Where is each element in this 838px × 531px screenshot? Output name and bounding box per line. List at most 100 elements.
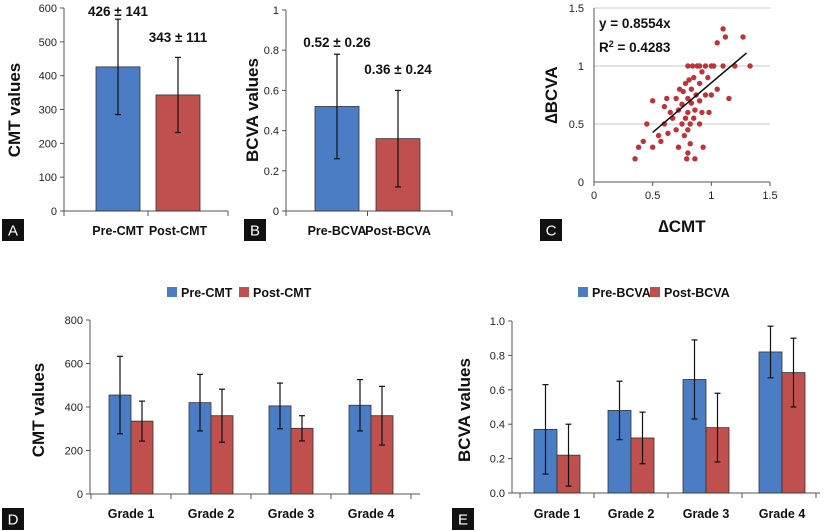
- panel-label-b: [244, 219, 266, 241]
- panel-c-scatter-point: [635, 144, 642, 150]
- panel-e-category-label: Grade 3: [683, 507, 730, 521]
- panel-c-scatter-point: [700, 144, 706, 150]
- panel-d-y-tick-label: 800: [65, 315, 83, 327]
- panel-c-scatter-point: [691, 115, 697, 121]
- panel-label-a-text: A: [8, 223, 18, 240]
- panel-label-c-text: C: [546, 223, 557, 240]
- panel-a-y-axis-title: CMT values: [5, 63, 24, 157]
- panel-c-scatter-point: [696, 63, 703, 69]
- panel-c-scatter-point: [681, 132, 688, 139]
- panel-label-c: [540, 219, 562, 241]
- panel-c-scatter-point: [673, 95, 679, 102]
- panel-c-scatter-point: [691, 74, 697, 81]
- panel-e-legend-label: Pre-BCVA: [592, 286, 651, 300]
- panel-c-scatter-point: [726, 95, 732, 102]
- panel-label-d: [2, 508, 24, 530]
- panel-d-y-tick-label: 200: [65, 446, 83, 458]
- panel-c-trendline: [652, 52, 748, 133]
- panel-c-scatter-point: [661, 103, 668, 110]
- panel-c-scatter-point: [685, 63, 691, 69]
- panel-b-y-tick-label: 0.2: [264, 166, 279, 178]
- panel-c-scatter-point: [688, 86, 695, 92]
- panel-e-category-label: Grade 2: [608, 507, 655, 521]
- panel-a-category-label: Pre-CMT: [92, 224, 144, 238]
- panel-c-scatter-point: [680, 88, 686, 95]
- panel-b-y-tick-label: 0.8: [264, 45, 279, 57]
- panel-c-scatter-point: [649, 144, 656, 150]
- panel-d-legend-label: Pre-CMT: [181, 286, 233, 300]
- panel-label-e-text: E: [458, 512, 468, 529]
- panel-b-y-tick-label: 0.4: [264, 126, 279, 138]
- panel-c-scatter-point: [740, 34, 746, 40]
- panel-e-y-axis-title: BCVA values: [455, 358, 474, 462]
- panel-e-category-label: Grade 1: [534, 507, 581, 521]
- panel-c-scatter-point: [720, 63, 726, 69]
- panel-c-scatter-point: [708, 92, 715, 98]
- panel-c-scatter-point: [664, 95, 670, 102]
- panel-a-category-label: Post-CMT: [149, 224, 208, 238]
- panel-c-x-tick-label: 0: [591, 190, 597, 202]
- panel-c-scatter-point: [687, 121, 693, 127]
- panel-c-scatter-point: [696, 80, 703, 87]
- panel-b-y-tick-label: 0.6: [264, 85, 279, 97]
- panel-c-r-squared: R2 = 0.4283: [599, 39, 671, 55]
- panel-b-mean-sd-label: 0.52 ± 0.26: [303, 35, 371, 50]
- panel-e-y-tick-label: 1.0: [490, 316, 505, 328]
- panel-d-y-tick-label: 0: [77, 489, 83, 501]
- panel-b-y-tick-label: 1: [273, 5, 279, 17]
- panel-a-y-tick-label: 200: [39, 138, 57, 150]
- panel-a-y-tick-label: 300: [39, 105, 57, 117]
- panel-c-y-axis-title: ∆BCVA: [542, 66, 561, 123]
- panel-c-scatter-point: [689, 63, 696, 69]
- panel-c-scatter-point: [665, 130, 671, 136]
- panel-c-x-axis-title: ∆CMT: [658, 217, 706, 236]
- panel-a-y-tick-label: 100: [39, 172, 57, 184]
- panel-c-scatter-point: [632, 156, 638, 162]
- panel-c-scatter-point: [649, 98, 656, 104]
- panel-c-scatter-point: [699, 109, 705, 116]
- panel-c-scatter-point: [688, 100, 695, 106]
- panel-c-scatter-point: [692, 107, 698, 113]
- panel-c-scatter-point: [685, 95, 691, 102]
- panel-c-scatter-point: [683, 156, 690, 162]
- panel-c-scatter-point: [682, 115, 689, 121]
- panel-c-scatter-point: [644, 121, 650, 127]
- panel-label-b-text: B: [250, 223, 260, 240]
- panel-c-r-squared-value: = 0.4283: [614, 40, 671, 55]
- panel-c-scatter-point: [692, 156, 698, 162]
- panel-b-category-label: Pre-BCVA: [308, 224, 367, 238]
- panel-a-y-tick-label: 500: [39, 37, 57, 49]
- panel-b-y-axis-title: BCVA values: [243, 58, 262, 162]
- panel-c-y-tick-label: 0.5: [569, 119, 584, 131]
- panel-c-scatter-point: [675, 144, 682, 150]
- panel-c-y-tick-label: 1.5: [569, 3, 584, 15]
- panel-c-scatter-point: [714, 86, 720, 92]
- panel-a-y-tick-label: 0: [51, 206, 57, 218]
- panel-d-category-label: Grade 2: [188, 507, 235, 521]
- panel-c-scatter-point: [679, 121, 685, 127]
- panel-c-scatter-point: [720, 26, 726, 32]
- panel-c-scatter-point: [714, 40, 720, 46]
- panel-c-scatter-point: [702, 63, 709, 69]
- panel-label-e: [452, 508, 474, 530]
- panel-c-r-squared-superscript: 2: [609, 39, 614, 49]
- panel-c-scatter-point: [667, 109, 673, 116]
- panel-c-scatter-point: [702, 92, 709, 98]
- panel-d-y-tick-label: 600: [65, 359, 83, 371]
- panel-d-y-tick-label: 400: [65, 402, 83, 414]
- panel-d-legend-swatch-pre-cmt: [167, 287, 177, 297]
- panel-c-scatter-point: [673, 127, 679, 133]
- panel-c-scatter-point: [655, 132, 662, 139]
- panel-c-scatter-point: [710, 63, 717, 69]
- panel-c-scatter-point: [640, 138, 646, 145]
- panel-c-scatter-point: [722, 34, 729, 40]
- panel-a-mean-sd-label: 426 ± 141: [88, 4, 148, 19]
- panel-e-y-tick-label: 0.0: [490, 488, 505, 500]
- panel-d-legend-label: Post-CMT: [253, 286, 312, 300]
- panel-e-y-tick-label: 0.6: [490, 385, 505, 397]
- panel-d-category-label: Grade 4: [348, 507, 395, 521]
- panel-c-scatter-point: [706, 109, 712, 116]
- panel-e-y-tick-label: 0.8: [490, 350, 505, 362]
- panel-c-scatter-point: [685, 109, 691, 116]
